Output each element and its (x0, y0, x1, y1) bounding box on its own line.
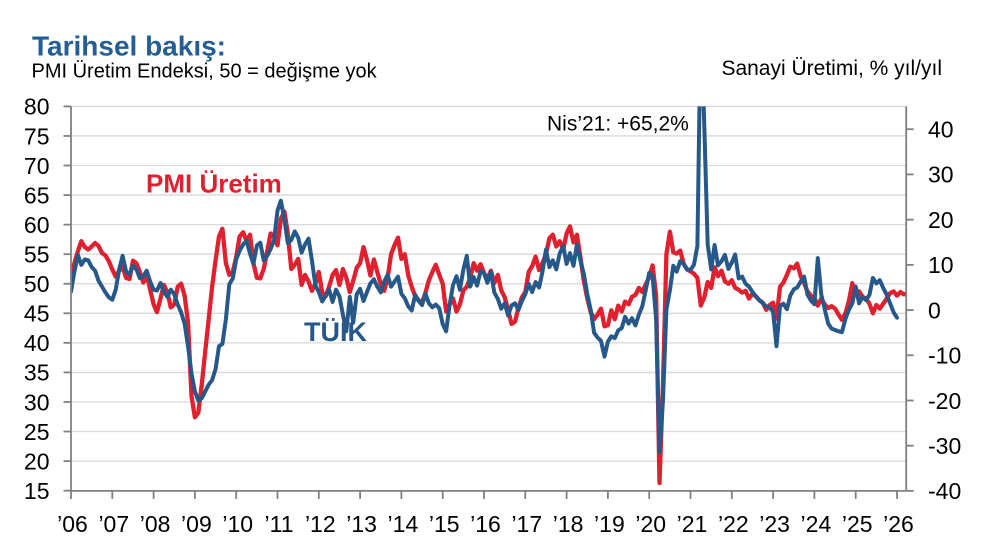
svg-text:-10: -10 (928, 343, 961, 369)
svg-text:’26: ’26 (883, 511, 914, 537)
svg-text:’13: ’13 (346, 511, 377, 537)
svg-text:30: 30 (24, 389, 50, 415)
svg-text:15: 15 (24, 478, 50, 504)
svg-text:Sanayi Üretimi, % yıl/yıl: Sanayi Üretimi, % yıl/yıl (721, 57, 942, 80)
svg-text:’08: ’08 (140, 511, 171, 537)
svg-text:’23: ’23 (759, 511, 790, 537)
svg-text:’24: ’24 (801, 511, 832, 537)
svg-text:40: 40 (24, 330, 50, 356)
svg-text:Nis’21: +65,2%: Nis’21: +65,2% (547, 113, 689, 136)
svg-text:-30: -30 (928, 433, 961, 459)
svg-text:55: 55 (24, 241, 50, 267)
svg-text:PMI Üretim Endeksi, 50 = değiş: PMI Üretim Endeksi, 50 = değişme yok (32, 61, 378, 83)
svg-text:’18: ’18 (553, 511, 584, 537)
svg-text:’11: ’11 (265, 511, 294, 537)
svg-text:’20: ’20 (635, 511, 666, 537)
svg-text:’07: ’07 (98, 511, 129, 537)
svg-text:40: 40 (928, 117, 954, 143)
svg-text:70: 70 (24, 153, 50, 179)
svg-text:20: 20 (24, 448, 50, 474)
svg-text:’10: ’10 (222, 511, 253, 537)
svg-text:TÜİK: TÜİK (304, 317, 367, 347)
svg-text:80: 80 (24, 94, 50, 120)
svg-text:’06: ’06 (57, 511, 88, 537)
svg-text:PMI Üretim: PMI Üretim (146, 169, 282, 199)
svg-text:30: 30 (928, 162, 954, 188)
svg-text:’25: ’25 (842, 511, 873, 537)
svg-text:25: 25 (24, 419, 50, 445)
svg-text:45: 45 (24, 301, 50, 327)
svg-text:’21: ’21 (677, 511, 708, 537)
svg-text:35: 35 (24, 360, 50, 386)
svg-text:’22: ’22 (718, 511, 749, 537)
svg-text:’19: ’19 (594, 511, 625, 537)
svg-text:50: 50 (24, 271, 50, 297)
svg-text:60: 60 (24, 212, 50, 238)
svg-text:’15: ’15 (429, 511, 460, 537)
svg-text:75: 75 (24, 123, 50, 149)
svg-text:-20: -20 (928, 388, 961, 414)
svg-text:’16: ’16 (470, 511, 501, 537)
svg-text:Tarihsel bakış:: Tarihsel bakış: (32, 30, 226, 61)
svg-text:0: 0 (928, 297, 941, 323)
svg-text:’17: ’17 (511, 511, 542, 537)
svg-text:10: 10 (928, 252, 954, 278)
svg-text:’14: ’14 (388, 511, 419, 537)
svg-text:’12: ’12 (305, 511, 336, 537)
svg-text:’09: ’09 (181, 511, 212, 537)
svg-text:20: 20 (928, 207, 954, 233)
svg-text:-40: -40 (928, 478, 961, 504)
svg-text:65: 65 (24, 182, 50, 208)
